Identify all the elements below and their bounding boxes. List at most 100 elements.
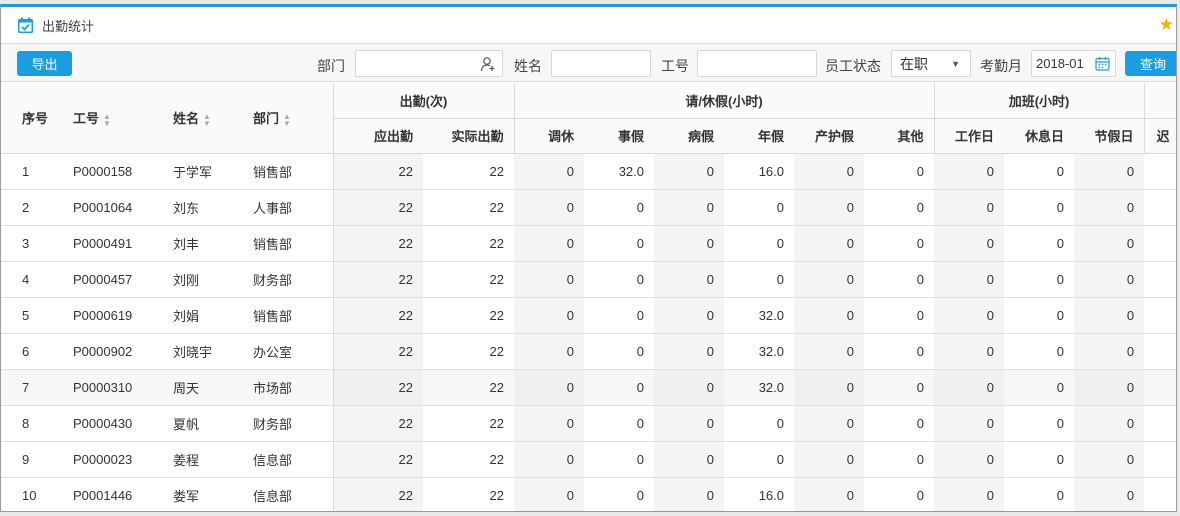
header-group-attendance: 出勤(次)	[332, 83, 515, 119]
table-row[interactable]: 6 P0000902 刘晓宇 办公室 22 22 0 0 0 32.0 0 0 0 0 0	[1, 333, 1176, 370]
dept-cell: 市场部	[236, 369, 333, 406]
header-col: 调休	[513, 118, 585, 154]
calendar-check-icon	[18, 17, 33, 33]
value-cell: 0	[1074, 477, 1145, 511]
table-row[interactable]: 7 P0000310 周天 市场部 22 22 0 0 0 32.0 0 0 0 0 0	[1, 369, 1176, 406]
value-cell: 0	[1004, 477, 1075, 511]
name-cell: 娄军	[156, 477, 236, 511]
overflow-cell	[1144, 333, 1176, 370]
filter-toolbar: 导出 部门 姓名 工号 员工状态 在职 ▼ 考勤月 2018-01 查询	[1, 44, 1176, 82]
name-cell: 于学军	[156, 153, 236, 190]
value-cell: 0	[514, 441, 585, 478]
value-cell: 22	[332, 333, 423, 370]
value-cell: 0	[1074, 441, 1145, 478]
query-button[interactable]: 查询	[1125, 51, 1176, 76]
emp-id-cell: P0000023	[56, 441, 156, 478]
header-group-leave: 请/休假(小时)	[513, 83, 935, 119]
table-row[interactable]: 4 P0000457 刘刚 财务部 22 22 0 0 0 0 0 0 0 0 0	[1, 261, 1176, 298]
emp-id-cell: P0001064	[56, 189, 156, 226]
overflow-cell	[1144, 153, 1176, 190]
value-cell: 22	[332, 405, 423, 442]
value-cell: 0	[654, 477, 725, 511]
value-cell: 0	[584, 225, 655, 262]
export-button[interactable]: 导出	[17, 51, 72, 76]
month-value: 2018-01	[1036, 56, 1084, 71]
name-cell: 夏帆	[156, 405, 236, 442]
header-dept[interactable]: 部门 ▲ ▼	[236, 83, 333, 154]
value-cell: 0	[864, 153, 935, 190]
value-cell: 0	[934, 225, 1005, 262]
name-input[interactable]	[551, 50, 651, 77]
value-cell: 22	[423, 297, 515, 334]
user-add-icon[interactable]	[480, 56, 496, 72]
table-row[interactable]: 3 P0000491 刘丰 销售部 22 22 0 0 0 0 0 0 0 0 0	[1, 225, 1176, 262]
calendar-icon[interactable]	[1095, 56, 1110, 71]
overflow-cell	[1144, 189, 1176, 226]
header-emp-id[interactable]: 工号 ▲ ▼	[56, 83, 156, 154]
dept-input[interactable]	[355, 50, 503, 77]
seq-cell: 2	[1, 189, 56, 226]
value-cell: 0	[794, 369, 865, 406]
overflow-cell	[1144, 225, 1176, 262]
month-label: 考勤月	[980, 58, 1022, 74]
table-row[interactable]: 9 P0000023 姜程 信息部 22 22 0 0 0 0 0 0 0 0 0	[1, 441, 1176, 478]
table-row[interactable]: 5 P0000619 刘娟 销售部 22 22 0 0 0 32.0 0 0 0 0 0	[1, 297, 1176, 334]
value-cell: 16.0	[724, 153, 795, 190]
id-input[interactable]	[697, 50, 817, 77]
sort-icon[interactable]: ▲ ▼	[283, 111, 291, 128]
value-cell: 22	[423, 261, 515, 298]
value-cell: 22	[332, 153, 423, 190]
dept-cell: 财务部	[236, 261, 333, 298]
table-row[interactable]: 1 P0000158 于学军 销售部 22 22 0 32.0 0 16.0 0 0 0 0 0	[1, 153, 1176, 190]
value-cell: 32.0	[584, 153, 655, 190]
dept-cell: 信息部	[236, 477, 333, 511]
sort-icon[interactable]: ▲ ▼	[103, 111, 111, 128]
star-icon[interactable]: ★	[1158, 15, 1174, 34]
header-name[interactable]: 姓名 ▲ ▼	[156, 83, 236, 154]
value-cell: 0	[654, 441, 725, 478]
value-cell: 0	[934, 153, 1005, 190]
overflow-cell	[1144, 441, 1176, 478]
seq-cell: 3	[1, 225, 56, 262]
name-cell: 刘刚	[156, 261, 236, 298]
seq-cell: 8	[1, 405, 56, 442]
chevron-down-icon: ▼	[951, 59, 960, 69]
value-cell: 0	[1074, 189, 1145, 226]
value-cell: 0	[514, 153, 585, 190]
value-cell: 0	[794, 405, 865, 442]
value-cell: 22	[332, 477, 423, 511]
table-row[interactable]: 8 P0000430 夏帆 财务部 22 22 0 0 0 0 0 0 0 0 0	[1, 405, 1176, 442]
month-input[interactable]: 2018-01	[1031, 50, 1116, 77]
header-col: 其他	[864, 118, 935, 154]
header-col: 事假	[584, 118, 655, 154]
value-cell: 0	[514, 225, 585, 262]
value-cell: 0	[654, 261, 725, 298]
value-cell: 0	[1074, 225, 1145, 262]
value-cell: 0	[584, 369, 655, 406]
overflow-cell	[1144, 477, 1176, 511]
header-col: 应出勤	[332, 118, 423, 154]
value-cell: 0	[654, 297, 725, 334]
dept-cell: 人事部	[236, 189, 333, 226]
value-cell: 0	[794, 333, 865, 370]
value-cell: 0	[654, 405, 725, 442]
value-cell: 22	[423, 153, 515, 190]
name-cell: 周天	[156, 369, 236, 406]
sort-icon[interactable]: ▲ ▼	[203, 111, 211, 128]
header-group-next	[1143, 83, 1176, 119]
header-seq: 序号	[1, 83, 56, 154]
value-cell: 0	[794, 297, 865, 334]
dept-cell: 销售部	[236, 153, 333, 190]
value-cell: 0	[1074, 153, 1145, 190]
table-row[interactable]: 2 P0001064 刘东 人事部 22 22 0 0 0 0 0 0 0 0 0	[1, 189, 1176, 226]
status-value: 在职	[900, 55, 928, 72]
header-group-overtime: 加班(小时)	[933, 83, 1145, 119]
attendance-window: 出勤统计 ★ 导出 部门 姓名 工号 员工状态 在职 ▼ 考勤月 2018-01…	[0, 4, 1177, 512]
value-cell: 0	[1074, 261, 1145, 298]
value-cell: 0	[1074, 369, 1145, 406]
value-cell: 0	[794, 477, 865, 511]
emp-id-cell: P0000158	[56, 153, 156, 190]
status-select[interactable]: 在职 ▼	[891, 50, 971, 77]
value-cell: 0	[654, 153, 725, 190]
table-row[interactable]: 10 P0001446 娄军 信息部 22 22 0 0 0 16.0 0 0 0 0 0	[1, 477, 1176, 511]
